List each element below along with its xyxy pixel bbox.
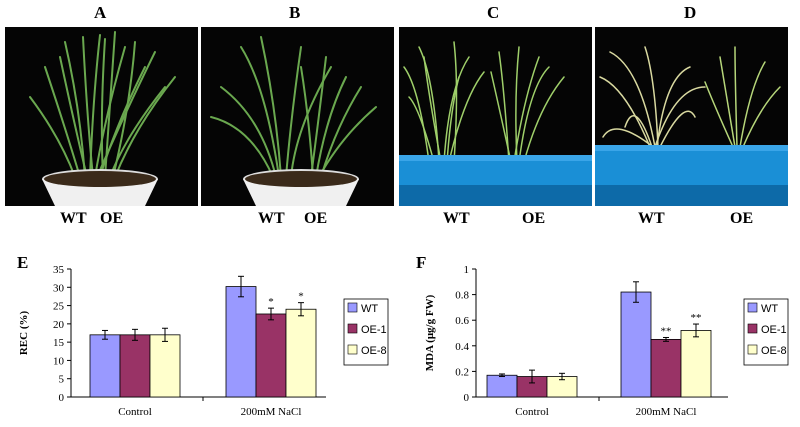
y-tick-label: 15 (53, 337, 65, 349)
photo-a (5, 27, 198, 206)
panel-letter-e: E (17, 253, 29, 272)
photo-c (399, 27, 592, 206)
bar-oe-1 (255, 313, 287, 398)
legend-swatch (347, 344, 358, 355)
significance-marker: * (298, 291, 304, 303)
y-tick-label: 0 (464, 392, 470, 404)
panel-letter-a: A (94, 3, 107, 22)
bar-oe-8 (680, 330, 712, 398)
significance-marker: ** (691, 312, 702, 324)
legend-label: OE-8 (361, 345, 387, 357)
photo-d-oe-label: OE (730, 210, 754, 227)
legend-swatch (747, 302, 758, 313)
y-tick-label: 25 (53, 301, 65, 313)
x-category-label: 200mM NaCl (636, 406, 697, 418)
photo-c-wt-label: WT (443, 210, 470, 227)
photo-d (595, 27, 788, 206)
photo-d-wt-label: WT (638, 210, 665, 227)
bar-wt (620, 291, 652, 398)
panel-letter-b: B (289, 3, 301, 22)
y-tick-label: 0 (59, 392, 65, 404)
legend-swatch (347, 302, 358, 313)
photo-a-wt-label: WT (60, 210, 87, 227)
significance-marker: ** (661, 325, 672, 337)
plant-pot-image-a (5, 27, 198, 206)
panel-letter-f: F (416, 253, 427, 272)
seedling-tray-image-d (595, 27, 788, 206)
y-tick-label: 0.8 (455, 290, 469, 302)
bar-wt (486, 374, 518, 398)
legend-label: OE-1 (361, 324, 387, 336)
bar-wt (225, 286, 257, 398)
bar-oe-1 (650, 338, 682, 398)
significance-marker: * (268, 296, 274, 308)
y-tick-label: 1 (464, 264, 470, 276)
y-axis-label: REC (%) (18, 311, 30, 356)
x-category-label: Control (515, 406, 549, 418)
photo-b-oe-label: OE (304, 210, 328, 227)
photo-b (201, 27, 394, 206)
y-tick-label: 30 (53, 282, 65, 294)
x-category-label: 200mM NaCl (241, 406, 302, 418)
legend-swatch (747, 323, 758, 334)
plant-pot-image-b (201, 27, 394, 206)
bar-wt (89, 334, 121, 398)
y-tick-label: 35 (53, 264, 65, 276)
y-tick-label: 5 (59, 374, 65, 386)
bar-oe-8 (285, 308, 317, 398)
bar-oe-8 (149, 334, 181, 398)
legend-swatch (747, 344, 758, 355)
photo-a-oe-label: OE (100, 210, 124, 227)
y-axis-label: MDA (μg/g FW) (424, 294, 436, 371)
bar-oe-1 (119, 334, 151, 398)
y-tick-label: 0.6 (455, 315, 469, 327)
legend-label: OE-8 (761, 345, 787, 357)
panel-letter-d: D (684, 3, 697, 22)
y-tick-label: 0.2 (455, 366, 469, 378)
legend-label: WT (761, 303, 778, 315)
legend-label: WT (361, 303, 378, 315)
y-tick-label: 10 (53, 355, 65, 367)
y-tick-label: 0.4 (455, 341, 469, 353)
photo-c-oe-label: OE (522, 210, 546, 227)
x-category-label: Control (118, 406, 152, 418)
photo-b-wt-label: WT (258, 210, 285, 227)
panel-letter-c: C (487, 3, 500, 22)
legend-label: OE-1 (761, 324, 787, 336)
seedling-tray-image-c (399, 27, 592, 206)
y-tick-label: 20 (53, 319, 65, 331)
legend-swatch (347, 323, 358, 334)
